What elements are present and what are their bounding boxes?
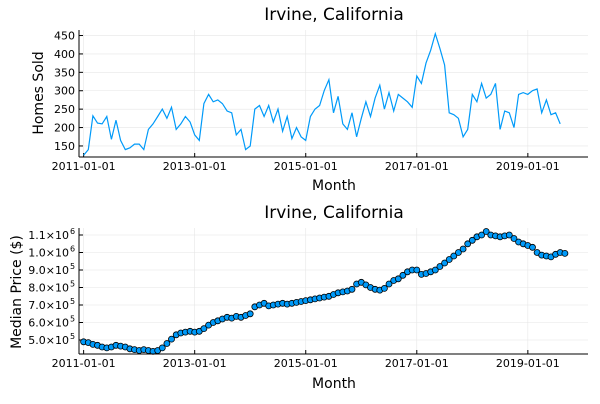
homes-sold-xtick-label: 2019-01-01: [496, 160, 560, 173]
homes-sold-chart: Irvine, California 2011-01-01 2013-01-01 2…: [31, 5, 588, 194]
median-price-point: [561, 249, 569, 257]
median-price-ytick-mantissa: 6.0×10: [28, 317, 69, 330]
median-price-point: [505, 231, 513, 239]
homes-sold-x-label: Month: [312, 178, 356, 194]
median-price-ytick-exponent: 5: [70, 262, 75, 271]
median-price-xtick-label: 2015-01-01: [274, 357, 338, 370]
median-price-ytick-label: 8.0×10: [28, 282, 69, 295]
homes-sold-ytick-label: 350: [54, 66, 75, 79]
median-price-point: [478, 231, 486, 239]
median-price-point: [168, 335, 175, 343]
median-price-point: [380, 284, 388, 292]
median-price-point: [450, 252, 458, 260]
median-price-point: [385, 280, 393, 288]
median-price-grid: [79, 228, 588, 354]
homes-sold-ytick-label: 250: [54, 103, 75, 116]
median-price-ytick-mantissa: 1.0×10: [28, 247, 69, 260]
median-price-point: [459, 245, 467, 253]
median-price-xtick-label: 2017-01-01: [385, 357, 449, 370]
median-price-point: [158, 344, 166, 352]
median-price-ytick-exponent: 6: [70, 227, 75, 236]
homes-sold-xtick-label: 2011-01-01: [52, 160, 116, 173]
median-price-chart-title: Irvine, California: [264, 203, 404, 223]
homes-sold-ticks: 2011-01-01 2013-01-01 2015-01-01 2017-01-01…: [52, 30, 560, 173]
median-price-points: [80, 228, 569, 355]
homes-sold-xtick-label: 2015-01-01: [274, 160, 338, 173]
median-price-xtick-label: 2013-01-01: [163, 357, 227, 370]
homes-sold-xtick-label: 2017-01-01: [385, 160, 449, 173]
median-price-point: [246, 310, 254, 318]
median-price-ytick-label: 6.0×10: [28, 317, 69, 330]
homes-sold-ytick-label: 150: [54, 140, 75, 153]
median-price-ticks: 2011-01-01 2013-01-01 2015-01-01 2017-01-01…: [28, 227, 560, 370]
median-price-point: [163, 340, 171, 347]
median-price-point: [529, 243, 536, 251]
homes-sold-y-label: Homes Sold: [31, 51, 47, 134]
median-price-ytick-label: 1.0×10: [28, 247, 69, 260]
homes-sold-ytick-label: 450: [54, 30, 75, 43]
median-price-ytick-label: 7.0×10: [28, 299, 69, 312]
median-price-x-label: Month: [312, 376, 356, 392]
median-price-ytick-mantissa: 7.0×10: [28, 299, 69, 312]
median-price-chart: Irvine, California 2011-01-01 2013-01-01 2…: [9, 203, 588, 392]
median-price-point: [413, 266, 421, 274]
homes-sold-grid: [79, 30, 588, 157]
homes-sold-xtick-label: 2013-01-01: [163, 160, 227, 173]
homes-sold-chart-title: Irvine, California: [264, 5, 404, 25]
homes-sold-ytick-label: 400: [54, 48, 75, 61]
median-price-ytick-label: 9.0×10: [28, 264, 69, 277]
median-price-point: [454, 249, 462, 256]
median-price-point: [464, 240, 472, 248]
median-price-point: [431, 266, 439, 274]
median-price-ytick-mantissa: 8.0×10: [28, 282, 69, 295]
median-price-ytick-label: 5.0×10: [28, 334, 69, 347]
median-price-y-label: Median Price ($): [9, 235, 25, 349]
median-price-xtick-label: 2019-01-01: [496, 357, 560, 370]
median-price-point: [399, 271, 407, 279]
median-price-ytick-mantissa: 1.1×10: [28, 229, 69, 242]
median-price-point: [510, 235, 518, 242]
median-price-ytick-exponent: 6: [70, 245, 75, 254]
median-price-point: [482, 228, 490, 235]
homes-sold-series-line: [83, 31, 561, 156]
median-price-point: [445, 256, 453, 263]
median-price-point: [394, 275, 402, 283]
median-price-ytick-mantissa: 5.0×10: [28, 334, 69, 347]
median-price-ytick-mantissa: 9.0×10: [28, 264, 69, 277]
median-price-point: [468, 236, 476, 244]
median-price-ytick-exponent: 5: [70, 315, 75, 324]
median-price-ytick-exponent: 5: [70, 280, 75, 289]
median-price-ytick-exponent: 5: [70, 332, 75, 341]
median-price-point: [200, 325, 208, 333]
median-price-ytick-label: 1.1×10: [28, 229, 69, 242]
median-price-point: [348, 285, 356, 293]
homes-sold-ytick-label: 200: [54, 122, 75, 135]
median-price-point: [441, 259, 449, 267]
homes-sold-ytick-label: 300: [54, 85, 75, 98]
median-price-ytick-exponent: 5: [70, 297, 75, 306]
median-price-xtick-label: 2011-01-01: [52, 357, 116, 370]
median-price-point: [436, 263, 444, 270]
